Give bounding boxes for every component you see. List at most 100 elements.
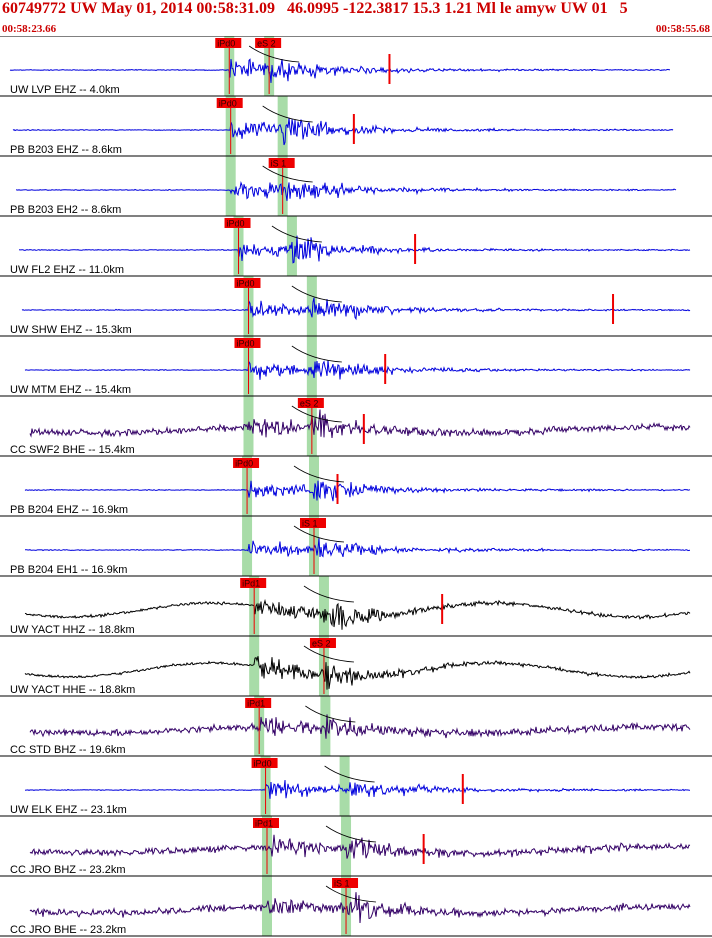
pick-tag-label: iPd0: [236, 339, 254, 349]
trace-panel: iPd0 PB B204 EHZ -- 16.9km: [0, 455, 712, 516]
trace-panel: iPd1 UW YACT HHZ -- 18.8km: [0, 575, 712, 636]
station-label: UW YACT HHE -- 18.8km: [10, 684, 135, 696]
p-pick-band: [225, 156, 236, 216]
pick-tag-label: eS 2: [257, 39, 276, 49]
decay-curve: [248, 45, 300, 63]
pick-tag-label: iPd1: [255, 819, 273, 829]
waveform: [29, 409, 691, 439]
station-label: CC JRO BHE -- 23.2km: [10, 924, 126, 936]
pick-tag-label: eS 2: [300, 399, 319, 409]
waveform: [24, 656, 691, 690]
decay-curve: [303, 585, 354, 603]
s-pick-band: [308, 456, 319, 516]
waveform: [24, 480, 691, 502]
station-label: UW MTM EHZ -- 15.4km: [10, 384, 131, 396]
waveform: [16, 181, 677, 201]
pick-tag-box: [255, 38, 282, 48]
station-label: PB B203 EH2 -- 8.6km: [10, 204, 121, 216]
s-pick-band: [341, 816, 352, 876]
station-label: UW LVP EHZ -- 4.0km: [10, 84, 120, 96]
trace-panel: iS 1 CC JRO BHE -- 23.2km: [0, 875, 712, 936]
trace-panel: iPd0 eS 2 UW LVP EHZ -- 4.0km: [0, 36, 712, 96]
decay-curve: [271, 225, 322, 243]
station-label: CC JRO BHZ -- 23.2km: [10, 864, 126, 876]
pick-tag-label: iPd0: [227, 219, 245, 229]
pick-tag-box: [299, 518, 326, 528]
event-title: 60749772 UW May 01, 2014 00:58:31.09 46.…: [2, 0, 628, 17]
pick-tag-box: [309, 638, 336, 648]
pick-tag-box: [233, 458, 260, 468]
header: 60749772 UW May 01, 2014 00:58:31.09 46.…: [0, 0, 712, 36]
pick-tag-box: [297, 398, 324, 408]
waveform: [21, 297, 691, 321]
s-pick-band: [306, 276, 317, 336]
decay-curve: [324, 765, 375, 783]
station-label: PB B204 EHZ -- 16.9km: [10, 504, 128, 516]
pick-tag-box: [224, 218, 251, 228]
pick-tag-label: iPd0: [217, 39, 235, 49]
travel-time-curves: [248, 45, 377, 903]
trace-panel: iPd0 UW SHW EHZ -- 15.3km: [0, 275, 712, 336]
trace-panel: iPd1 CC JRO BHZ -- 23.2km: [0, 815, 712, 876]
decay-curve: [303, 645, 354, 663]
waveform: [12, 117, 674, 146]
pick-tag-box: [253, 818, 279, 828]
time-start-label: 00:58:23.66: [2, 23, 57, 35]
pick-tag-box: [268, 158, 295, 168]
trace-panel: iPd0 PB B203 EHZ -- 8.6km: [0, 95, 712, 156]
pick-tag-label: iPd1: [247, 699, 265, 709]
trace-panel: iPd0 UW MTM EHZ -- 15.4km: [0, 335, 712, 396]
waveform: [9, 58, 671, 83]
trace-panel: iS 1 PB B204 EH1 -- 16.9km: [0, 515, 712, 576]
waveform: [29, 892, 691, 924]
trace-panel: eS 2 CC SWF2 BHE -- 15.4km: [0, 395, 712, 456]
waveform: [29, 834, 691, 859]
s-pick-band: [318, 576, 329, 636]
pick-tag-label: iPd0: [235, 459, 253, 469]
waveform: [24, 598, 691, 630]
decay-curve: [262, 165, 313, 183]
decay-curve: [325, 825, 377, 843]
pick-tag-label: iPd0: [219, 99, 237, 109]
station-label: UW YACT HHZ -- 18.8km: [10, 624, 135, 636]
pick-tag-label: iPd0: [254, 759, 272, 769]
seismogram-plot: iPd0 eS 2 UW LVP EHZ -- 4.0km iPd0 PB B203 E…: [0, 36, 712, 937]
trace-panel: iS 1 PB B203 EH2 -- 8.6km: [0, 155, 712, 216]
pick-tag-box: [234, 338, 261, 348]
decay-curve: [293, 525, 345, 543]
pick-tag-box: [332, 878, 359, 888]
station-label: UW SHW EHZ -- 15.3km: [10, 324, 132, 336]
decay-curve: [291, 405, 342, 423]
decay-curve: [291, 285, 342, 303]
station-label: PB B204 EH1 -- 16.9km: [10, 564, 127, 576]
decay-curve: [293, 465, 345, 483]
station-label: UW FL2 EHZ -- 11.0km: [10, 264, 124, 276]
p-pick-band: [249, 636, 260, 696]
pick-tag-box: [234, 278, 261, 288]
waveform: [24, 779, 691, 799]
station-label: UW ELK EHZ -- 23.1km: [10, 804, 127, 816]
pick-bands: [224, 36, 352, 936]
pick-tag-label: iPd1: [242, 579, 260, 589]
pick-tag-box: [240, 578, 267, 588]
waveform: [24, 360, 691, 380]
pick-tag-label: eS 2: [312, 639, 331, 649]
trace-panels: iPd0 eS 2 UW LVP EHZ -- 4.0km iPd0 PB B203 E…: [0, 36, 712, 937]
time-end-label: 00:58:55.68: [655, 23, 710, 35]
p-pick-band: [242, 516, 253, 576]
p-pick-band: [262, 876, 272, 936]
pick-tag-label: iS 1: [302, 519, 318, 529]
s-pick-band: [306, 336, 317, 396]
pick-tag-label: iS 1: [271, 159, 287, 169]
station-label: CC STD BHZ -- 19.6km: [10, 744, 126, 756]
trace-panel: iPd0 UW FL2 EHZ -- 11.0km: [0, 215, 712, 276]
pick-tag-box: [251, 758, 278, 768]
waveform: [18, 235, 691, 264]
decay-curve: [305, 705, 356, 723]
station-label: PB B203 EHZ -- 8.6km: [10, 144, 122, 156]
s-pick-band: [277, 96, 288, 156]
pick-tag-box: [245, 698, 272, 708]
decay-curve: [291, 345, 342, 363]
station-label: CC SWF2 BHE -- 15.4km: [10, 444, 135, 456]
trace-panel: eS 2 UW YACT HHE -- 18.8km: [0, 635, 712, 696]
